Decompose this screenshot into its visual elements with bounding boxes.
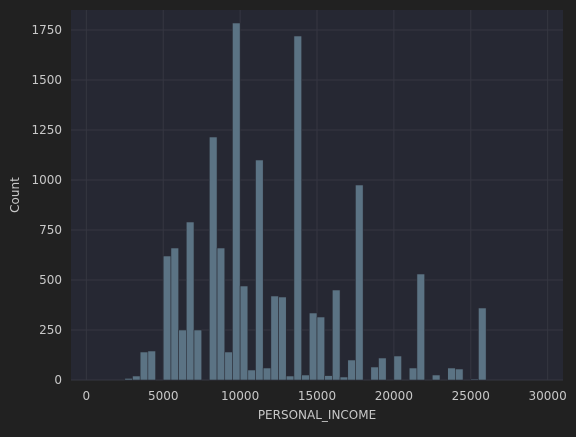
- y-tick-label: 750: [39, 223, 62, 237]
- histogram-bar: [124, 378, 133, 381]
- histogram-bar: [139, 351, 149, 381]
- histogram-bar: [470, 378, 479, 381]
- histogram-bar: [332, 289, 341, 381]
- histogram-bar: [447, 367, 456, 381]
- histogram-bar: [309, 312, 318, 381]
- histogram-bar: [432, 374, 441, 381]
- y-tick-label: 1750: [31, 23, 62, 37]
- histogram-bar: [270, 295, 279, 381]
- x-tick-labels: 0 5000 10000 15000 20000 25000 30000: [83, 389, 567, 403]
- histogram-bar: [278, 296, 287, 381]
- histogram-bar: [262, 367, 272, 381]
- histogram-bar: [455, 368, 464, 381]
- histogram-bar: [416, 273, 425, 381]
- y-axis-label: Count: [8, 177, 22, 213]
- histogram-bar: [293, 35, 302, 381]
- histogram-bar: [170, 247, 179, 381]
- histogram-bar: [178, 329, 187, 381]
- histogram-bar: [301, 374, 310, 381]
- histogram-bar: [339, 376, 349, 381]
- x-axis-label: PERSONAL_INCOME: [258, 408, 376, 422]
- histogram-bar: [478, 307, 487, 381]
- y-tick-label: 250: [39, 323, 62, 337]
- histogram-bar: [247, 369, 256, 381]
- x-tick-label: 10000: [221, 389, 259, 403]
- x-tick-label: 15000: [298, 389, 336, 403]
- histogram-bar: [209, 136, 218, 381]
- histogram-bar: [316, 316, 325, 381]
- histogram-bar: [147, 350, 156, 381]
- y-tick-label: 1500: [31, 73, 62, 87]
- histogram-bars: [124, 22, 487, 381]
- y-tick-label: 500: [39, 273, 62, 287]
- y-tick-label: 0: [54, 373, 62, 387]
- histogram-bar: [378, 357, 387, 381]
- histogram-bar: [393, 355, 402, 381]
- x-tick-label: 30000: [529, 389, 567, 403]
- x-tick-label: 0: [83, 389, 91, 403]
- histogram-bar: [162, 255, 172, 381]
- x-tick-label: 5000: [148, 389, 179, 403]
- histogram-bar: [370, 366, 379, 381]
- histogram-bar: [193, 329, 202, 381]
- x-tick-label: 25000: [452, 389, 490, 403]
- x-tick-label: 20000: [375, 389, 413, 403]
- histogram-bar: [255, 159, 264, 381]
- histogram-bar: [408, 367, 418, 381]
- y-tick-label: 1000: [31, 173, 62, 187]
- histogram-bar: [132, 375, 141, 381]
- histogram-bar: [285, 375, 295, 381]
- histogram-bar: [186, 221, 195, 381]
- y-tick-label: 1250: [31, 123, 62, 137]
- histogram-bar: [232, 22, 241, 381]
- histogram-bar: [324, 375, 333, 381]
- histogram-bar: [224, 351, 233, 381]
- histogram-bar: [355, 184, 364, 381]
- histogram-bar: [347, 359, 356, 381]
- histogram-bar: [216, 247, 226, 381]
- histogram-bar: [239, 285, 249, 381]
- y-tick-labels: 0 250 500 750 1000 1250 1500 1750: [31, 23, 62, 387]
